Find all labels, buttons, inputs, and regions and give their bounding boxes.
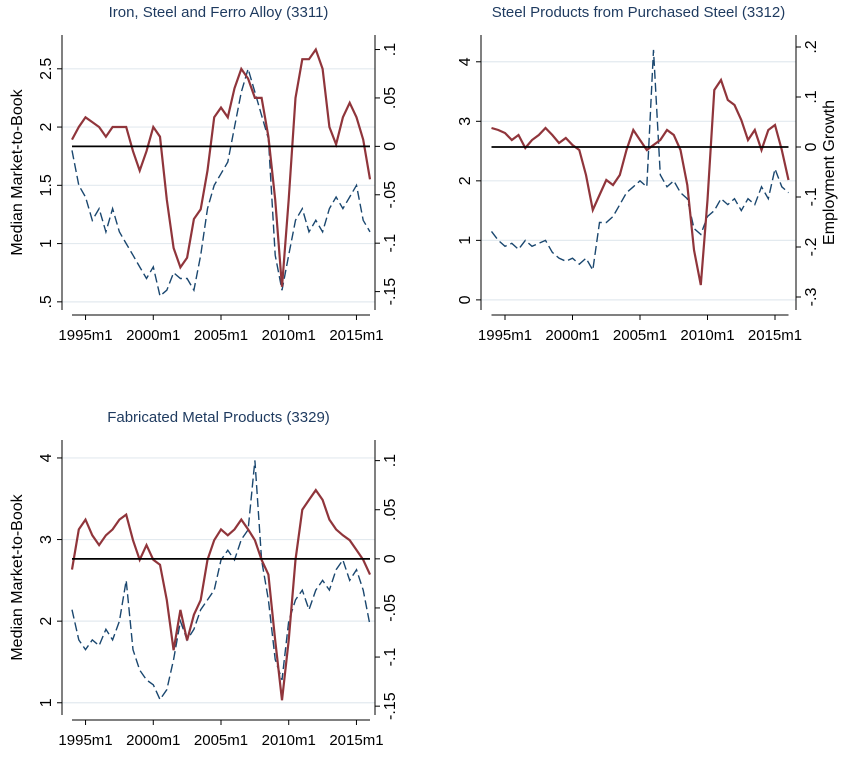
x-tick-label: 2000m1 [126,732,180,749]
y-tick-label: 4 [457,57,474,66]
x-tick-label: 2000m1 [545,327,599,344]
y2-tick-label: .05 [382,499,399,521]
series-line [490,49,789,273]
x-tick-label: 2010m1 [262,327,316,344]
y2-tick-label: 0 [382,142,399,151]
y-tick-label: 0 [457,295,474,304]
series-line [491,77,790,286]
y-axis-label: Median Market-to-Book [9,493,26,660]
y2-tick-label: .2 [803,40,820,53]
y2-tick-label: -.2 [803,238,820,257]
y2-tick-label: -.15 [382,278,399,306]
x-tick-label: 2005m1 [194,732,248,749]
x-tick-label: 2010m1 [680,327,734,344]
y-tick-label: 2 [457,176,474,185]
x-tick-label: 1995m1 [58,732,112,749]
y2-tick-label: -.1 [382,648,399,667]
series-line [70,488,371,701]
y2-tick-label: -.1 [382,234,399,253]
y-tick-label: 2.5 [38,58,55,80]
x-tick-label: 2000m1 [126,327,180,344]
y2-tick-label: -.05 [382,181,399,209]
series-line [71,47,372,287]
y-tick-label: 4 [38,453,55,462]
y2-tick-label: 0 [382,554,399,563]
y-tick-label: 3 [457,117,474,126]
y-axis-label: Median Market-to-Book [9,88,26,255]
y2-tick-label: -.05 [382,594,399,622]
y2-tick-label: .1 [382,454,399,467]
y-tick-label: 1 [457,236,474,245]
y-tick-label: 2 [38,617,55,626]
y-tick-label: 3 [38,535,55,544]
x-tick-label: 2005m1 [194,327,248,344]
x-tick-label: 2015m1 [329,732,383,749]
y-tick-label: 2 [38,123,55,132]
y2-tick-label: .1 [382,43,399,56]
x-tick-label: 2010m1 [262,732,316,749]
y-tick-label: 1 [38,239,55,248]
panel-title: Fabricated Metal Products (3329) [107,409,330,426]
y2-tick-label: .05 [382,87,399,109]
series-line [71,66,371,298]
x-tick-label: 2005m1 [613,327,667,344]
series-line [71,460,371,701]
x-tick-label: 2015m1 [329,327,383,344]
y-tick-label: 1 [38,698,55,707]
y2-tick-label: -.3 [803,288,820,307]
panel-title: Iron, Steel and Ferro Alloy (3311) [109,4,329,21]
x-tick-label: 1995m1 [478,327,532,344]
y2-tick-label: .1 [803,90,820,103]
x-tick-label: 2015m1 [748,327,802,344]
y-tick-label: 1.5 [38,174,55,196]
y2-tick-label: 0 [803,142,820,151]
y-tick-label: .5 [38,295,55,308]
x-tick-label: 1995m1 [58,327,112,344]
panel-title: Steel Products from Purchased Steel (331… [492,4,785,21]
y2-tick-label: -.15 [382,692,399,720]
y2-axis-label: Employment Growth [821,100,838,245]
y2-tick-label: -.1 [803,188,820,207]
